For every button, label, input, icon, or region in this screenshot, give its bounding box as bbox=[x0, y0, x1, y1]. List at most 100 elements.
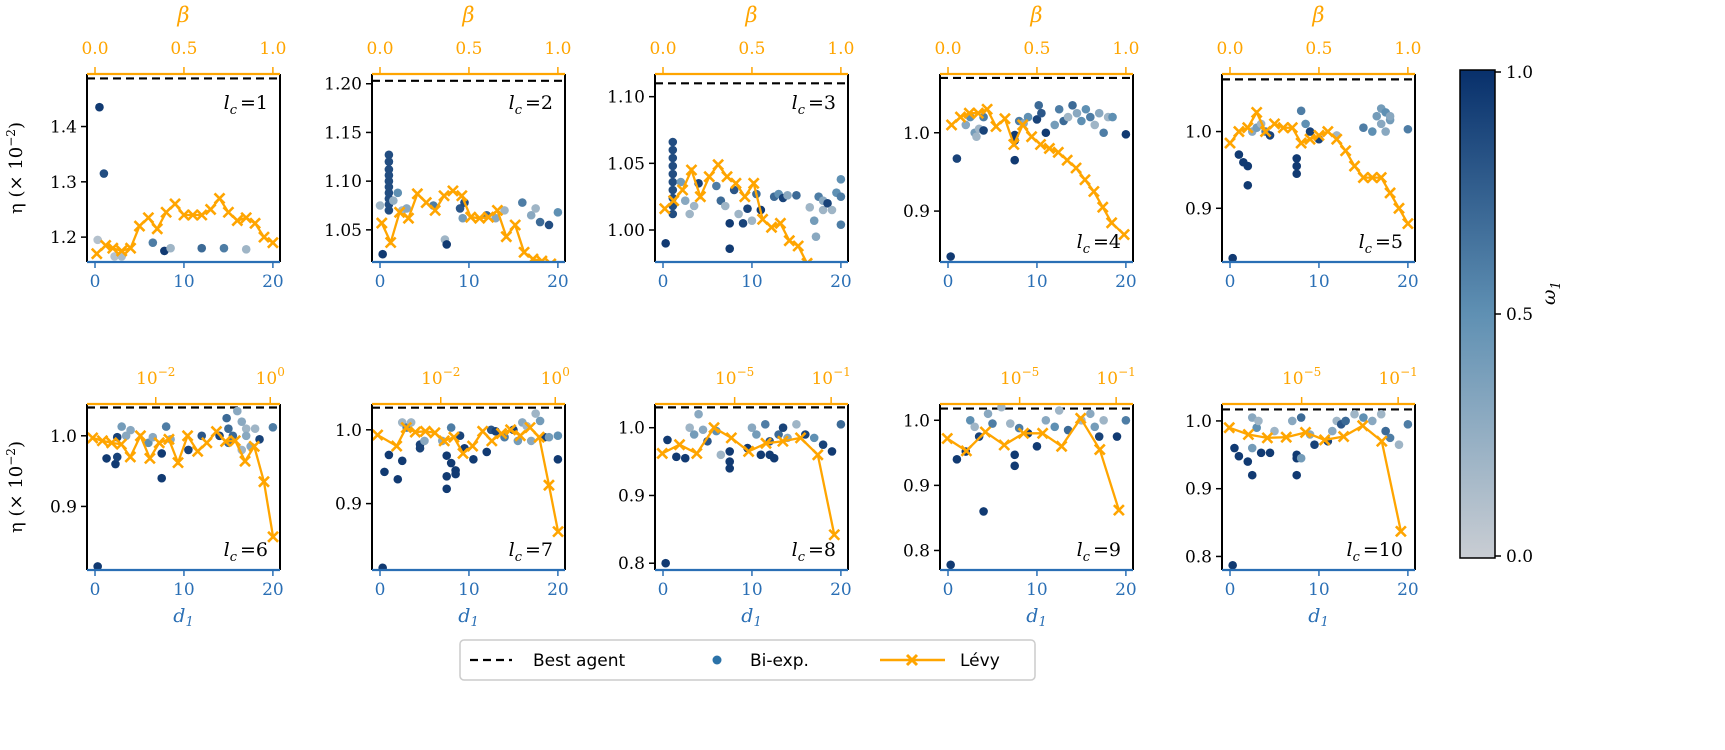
levy-marker bbox=[979, 426, 992, 438]
biexp-point bbox=[384, 165, 394, 174]
levy-series bbox=[90, 192, 279, 260]
y-tick-label: 0.9 bbox=[618, 486, 645, 506]
levy-line bbox=[661, 426, 836, 535]
levy-marker bbox=[455, 189, 468, 202]
subplot: 0.8 0.9 1.0 0 10 20 10−5 10−1 d1 lc =9 bbox=[903, 365, 1137, 630]
levy-series bbox=[945, 103, 1131, 241]
biexp-point bbox=[1243, 180, 1253, 190]
top-tick-label: 10−1 bbox=[1096, 365, 1135, 389]
biexp-point bbox=[988, 419, 997, 428]
levy-marker bbox=[258, 231, 270, 244]
y-axis-label: η (× 10−2) bbox=[4, 122, 27, 214]
subplot: 0.8 0.9 1.0 0 10 20 10−5 10−1 d1 lc =8 bbox=[618, 365, 852, 630]
biexp-point bbox=[1094, 432, 1104, 441]
levy-marker bbox=[658, 202, 671, 215]
biexp-point bbox=[756, 450, 766, 460]
biexp-point bbox=[166, 243, 175, 253]
biexp-point bbox=[446, 458, 456, 468]
levy-series bbox=[375, 184, 557, 262]
panel-label: lc =7 bbox=[509, 539, 553, 565]
biexp-point bbox=[1086, 409, 1095, 419]
levy-marker bbox=[482, 211, 495, 224]
levy-marker bbox=[420, 196, 433, 209]
x-tick-label: 20 bbox=[1397, 580, 1419, 600]
biexp-point bbox=[250, 424, 260, 434]
levy-marker bbox=[258, 475, 270, 488]
biexp-point bbox=[1228, 560, 1237, 570]
biexp-point bbox=[836, 420, 846, 429]
biexp-point bbox=[451, 469, 460, 479]
top-tick-label: 1.0 bbox=[1394, 39, 1421, 59]
levy-marker bbox=[776, 435, 789, 448]
levy-marker bbox=[1034, 138, 1047, 151]
colorbar: 1.0 0.5 0.0 ω1 bbox=[1459, 63, 1564, 567]
biexp-point bbox=[1368, 416, 1377, 426]
levy-marker bbox=[1096, 201, 1109, 214]
levy-series bbox=[87, 425, 279, 543]
biexp-point bbox=[553, 208, 563, 217]
levy-marker bbox=[457, 447, 469, 460]
levy-marker bbox=[160, 206, 173, 219]
biexp-point bbox=[818, 205, 828, 215]
levy-marker bbox=[411, 187, 424, 200]
levy-marker bbox=[142, 211, 155, 224]
levy-marker bbox=[981, 103, 994, 116]
levy-marker bbox=[249, 217, 262, 230]
biexp-point bbox=[725, 219, 735, 228]
biexp-points bbox=[378, 409, 563, 570]
subplot: 1.00 1.05 1.10 0 10 20 0.0 0.5 1.0 β lc =3 bbox=[607, 3, 854, 292]
biexp-point bbox=[544, 432, 554, 442]
levy-marker bbox=[1087, 185, 1100, 198]
levy-marker bbox=[372, 429, 384, 441]
x-tick-label: 20 bbox=[830, 272, 852, 292]
panel-label: lc =6 bbox=[224, 539, 268, 565]
levy-marker bbox=[667, 194, 680, 207]
biexp-point bbox=[378, 563, 387, 570]
x-tick-label: 10 bbox=[458, 580, 480, 600]
subplot: 0.8 0.9 1.0 0 10 20 10−5 10−1 d1 lc =10 bbox=[1185, 365, 1419, 630]
x-tick-label: 10 bbox=[1308, 272, 1330, 292]
levy-marker bbox=[419, 425, 432, 438]
biexp-point bbox=[1050, 422, 1060, 432]
levy-marker bbox=[181, 429, 194, 442]
levy-marker bbox=[1223, 421, 1236, 434]
levy-marker bbox=[999, 112, 1011, 125]
biexp-point bbox=[1112, 432, 1122, 441]
levy-marker bbox=[402, 212, 415, 225]
levy-marker bbox=[1366, 171, 1379, 184]
levy-marker bbox=[1375, 435, 1388, 448]
levy-marker bbox=[774, 217, 787, 230]
subplot: 0.9 1.0 0 10 20 0.0 0.5 1.0 β lc =5 bbox=[1185, 3, 1421, 292]
levy-marker bbox=[400, 421, 413, 434]
biexp-point bbox=[952, 455, 962, 464]
biexp-point bbox=[979, 126, 988, 135]
panel-label: lc =5 bbox=[1359, 231, 1403, 257]
biexp-point bbox=[241, 431, 251, 441]
levy-marker bbox=[409, 426, 422, 438]
biexp-point bbox=[716, 450, 726, 460]
levy-marker bbox=[1384, 187, 1397, 199]
top-axis-label: β bbox=[461, 3, 474, 27]
biexp-point bbox=[668, 161, 678, 171]
biexp-point bbox=[442, 451, 452, 460]
biexp-point bbox=[979, 507, 988, 516]
biexp-point bbox=[531, 204, 540, 213]
levy-marker bbox=[1241, 121, 1254, 134]
y-tick-label: 0.8 bbox=[618, 554, 645, 574]
top-tick-label: 0.5 bbox=[455, 39, 482, 59]
levy-marker bbox=[169, 198, 181, 210]
levy-marker bbox=[725, 431, 738, 444]
biexp-point bbox=[1376, 119, 1386, 129]
levy-marker bbox=[760, 437, 772, 450]
y-tick-label: 0.9 bbox=[1185, 480, 1212, 500]
biexp-point bbox=[1350, 409, 1359, 419]
biexp-point bbox=[402, 204, 411, 213]
biexp-point bbox=[694, 409, 703, 419]
top-axis-label: β bbox=[1029, 3, 1042, 27]
biexp-point bbox=[1256, 448, 1266, 458]
biexp-point bbox=[233, 406, 242, 416]
biexp-point bbox=[393, 474, 403, 484]
biexp-point bbox=[112, 452, 122, 462]
biexp-point bbox=[685, 209, 694, 219]
biexp-point bbox=[983, 409, 993, 419]
